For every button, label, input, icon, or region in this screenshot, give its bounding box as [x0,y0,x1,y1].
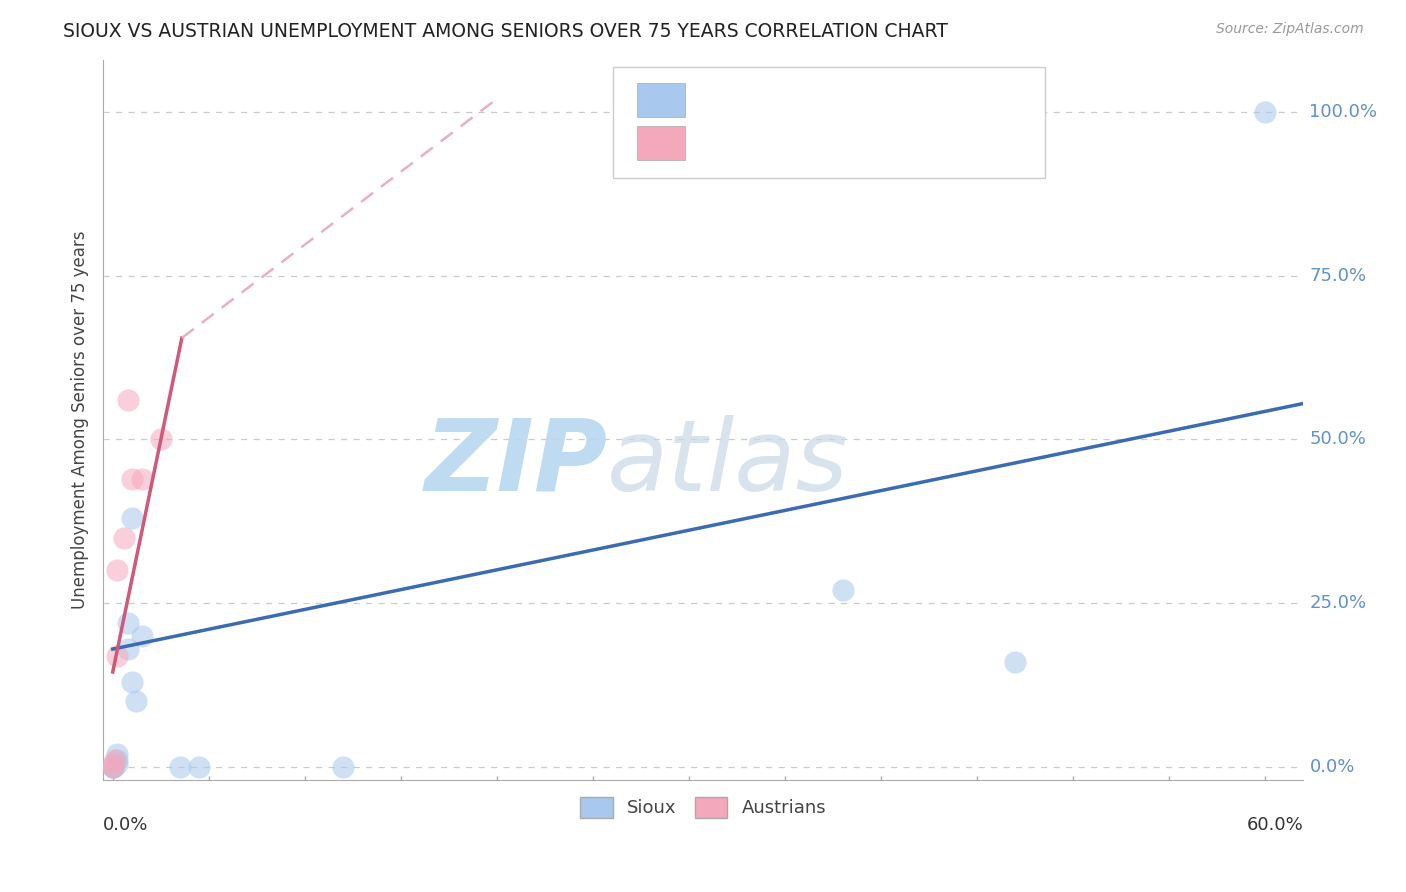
Text: 75.0%: 75.0% [1309,267,1367,285]
Y-axis label: Unemployment Among Seniors over 75 years: Unemployment Among Seniors over 75 years [72,230,89,609]
Legend: Sioux, Austrians: Sioux, Austrians [574,789,834,825]
Text: atlas: atlas [607,415,849,511]
Text: 60.0%: 60.0% [1247,816,1303,834]
FancyBboxPatch shape [637,126,685,161]
Text: 0.0%: 0.0% [1309,758,1355,776]
Text: N = 10: N = 10 [890,134,957,153]
Text: 0.0%: 0.0% [103,816,149,834]
Text: Source: ZipAtlas.com: Source: ZipAtlas.com [1216,22,1364,37]
Text: 25.0%: 25.0% [1309,594,1367,612]
Text: ZIP: ZIP [425,415,607,511]
FancyBboxPatch shape [613,67,1046,178]
FancyBboxPatch shape [637,83,685,117]
Text: 100.0%: 100.0% [1309,103,1378,121]
Text: N = 14: N = 14 [890,91,957,109]
Text: R = 0.709: R = 0.709 [697,134,787,153]
Text: SIOUX VS AUSTRIAN UNEMPLOYMENT AMONG SENIORS OVER 75 YEARS CORRELATION CHART: SIOUX VS AUSTRIAN UNEMPLOYMENT AMONG SEN… [63,22,948,41]
Text: R = 0.573: R = 0.573 [697,91,787,109]
Text: 50.0%: 50.0% [1309,431,1367,449]
